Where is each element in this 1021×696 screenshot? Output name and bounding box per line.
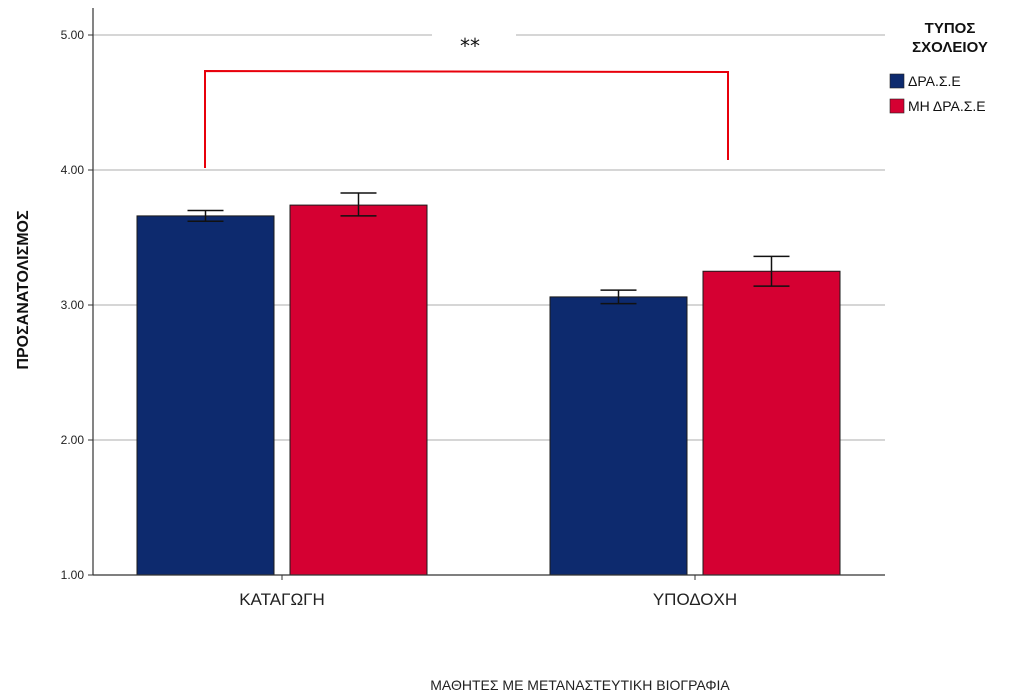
y-tick-label: 4.00 [61,163,85,177]
significance-annotation: ** [204,34,729,168]
legend-label-drase: ΔΡΑ.Σ.Ε [908,73,961,89]
legend-swatch-drase [889,73,905,89]
legend-label-mi-drase: ΜΗ ΔΡΑ.Σ.Ε [908,98,986,114]
legend-title-line-2: ΣΧΟΛΕΙΟΥ [912,39,988,56]
x-axis-label: ΜΑΘΗΤΕΣ ΜΕ ΜΕΤΑΝΑΣΤΕΥΤΙΚΗ ΒΙΟΓΡΑΦΙΑ [430,677,730,693]
bar-mi-drase-0 [289,204,428,576]
legend-swatch-mi-drase [889,98,905,114]
axes: 1.00 2.00 3.00 4.00 5.00 ΚΑΤΑΓΩΓΗ ΥΠΟΔΟΧΗ [61,8,885,609]
bars [136,192,841,576]
y-tick-label: 3.00 [61,298,85,312]
y-tick-label: 5.00 [61,28,85,42]
bar-drase-0 [136,215,275,576]
y-tick-label: 1.00 [61,568,85,582]
x-tick-label: ΚΑΤΑΓΩΓΗ [239,590,325,609]
bar-drase-1 [549,296,688,576]
y-tick-label: 2.00 [61,433,85,447]
y-axis-label: ΠΡΟΣΑΝΑΤΟΛΙΣΜΟΣ [15,210,32,370]
legend-title-line-1: ΤΥΠΟΣ [925,20,976,37]
significance-bracket [204,69,729,168]
significance-marker: ** [460,34,480,58]
legend: ΤΥΠΟΣ ΣΧΟΛΕΙΟΥ ΔΡΑ.Σ.Ε ΜΗ ΔΡΑ.Σ.Ε [889,20,988,114]
bar-mi-drase-1 [702,270,841,576]
x-tick-label: ΥΠΟΔΟΧΗ [653,590,737,609]
